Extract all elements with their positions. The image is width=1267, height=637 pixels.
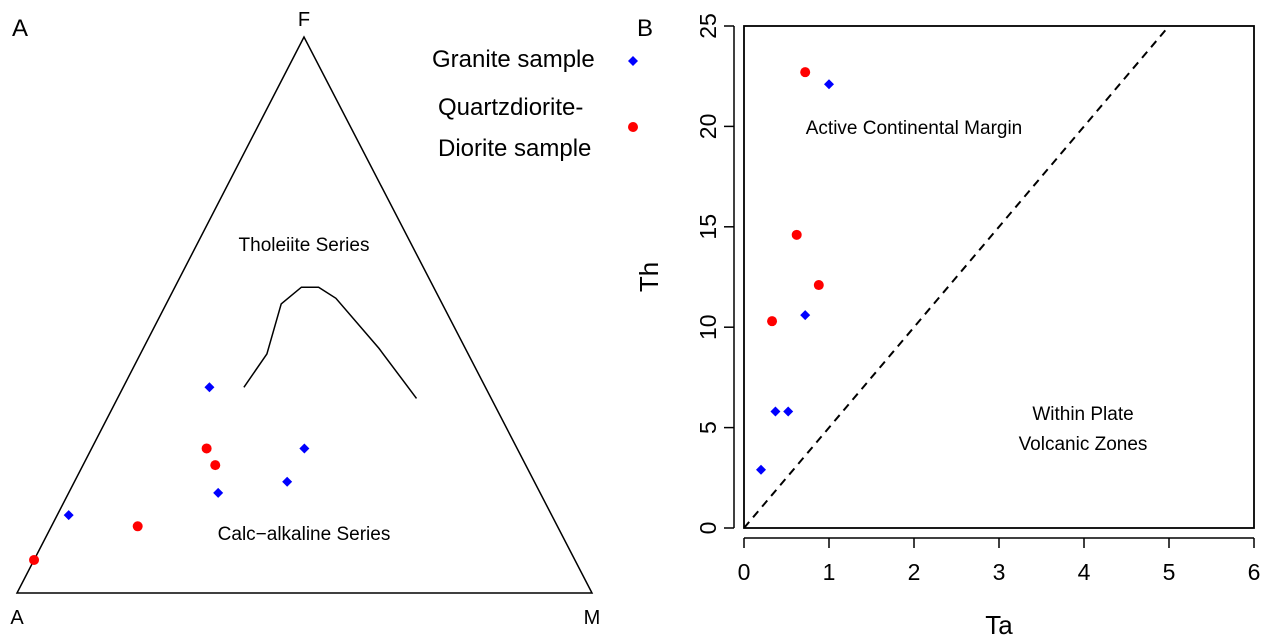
vertex-m-label: M [584,607,601,629]
legend-granite-marker [628,56,638,66]
within-plate-label-line2: Volcanic Zones [1019,434,1148,455]
vertex-a-label: A [10,607,24,629]
x-tick-label: 6 [1248,559,1261,585]
diorite-point [210,460,220,470]
plot-frame [744,26,1254,528]
diorite-point [133,521,143,531]
y-tick-label: 0 [695,522,721,535]
diorite-point [792,230,802,240]
diorite-point [800,67,810,77]
legend: Granite sample Quartzdiorite- Diorite sa… [432,46,638,162]
granite-point [824,79,834,89]
y-tick-label: 5 [695,421,721,434]
y-tick-label: 15 [695,214,721,240]
x-tick-label: 4 [1078,559,1091,585]
granite-point [204,382,214,392]
diorite-point [202,443,212,453]
vertex-f-label: F [298,9,310,31]
x-tick-label: 3 [993,559,1006,585]
x-tick-label: 5 [1163,559,1176,585]
calc-alkaline-series-label: Calc−alkaline Series [218,524,391,545]
x-tick-label: 0 [738,559,751,585]
diorite-point [814,280,824,290]
y-axis-label: Th [634,262,664,292]
granite-point [64,510,74,520]
legend-diorite-marker [628,122,638,132]
legend-granite-label: Granite sample [432,46,595,73]
x-tick-label: 1 [823,559,836,585]
axes: 0 1 2 3 4 5 6 0 5 10 15 20 25 [695,13,1260,585]
tholeiite-series-label: Tholeiite Series [239,235,370,256]
granite-point [770,407,780,417]
granite-point [213,488,223,498]
panel-b-label: B [637,15,653,42]
granite-point [800,310,810,320]
active-margin-label: Active Continental Margin [806,118,1023,139]
y-tick-label: 10 [695,314,721,340]
panel-b: B 0 1 2 3 4 5 6 0 5 10 15 20 25 Ta Th Active Contine… [634,13,1260,637]
granite-point [299,443,309,453]
diorite-point [29,555,39,565]
granite-point [282,477,292,487]
x-axis-label: Ta [985,610,1013,637]
legend-diorite-label-line1: Quartzdiorite- [438,94,583,121]
tholeiite-calcalkaline-boundary [244,287,417,398]
panel-a-label: A [12,15,28,42]
x-tick-label: 2 [908,559,921,585]
y-tick-label: 25 [695,13,721,39]
granite-point [783,407,793,417]
granite-point [756,465,766,475]
within-plate-label-line1: Within Plate [1032,404,1133,425]
diorite-point [767,316,777,326]
legend-diorite-label-line2: Diorite sample [438,135,591,162]
y-tick-label: 20 [695,114,721,140]
